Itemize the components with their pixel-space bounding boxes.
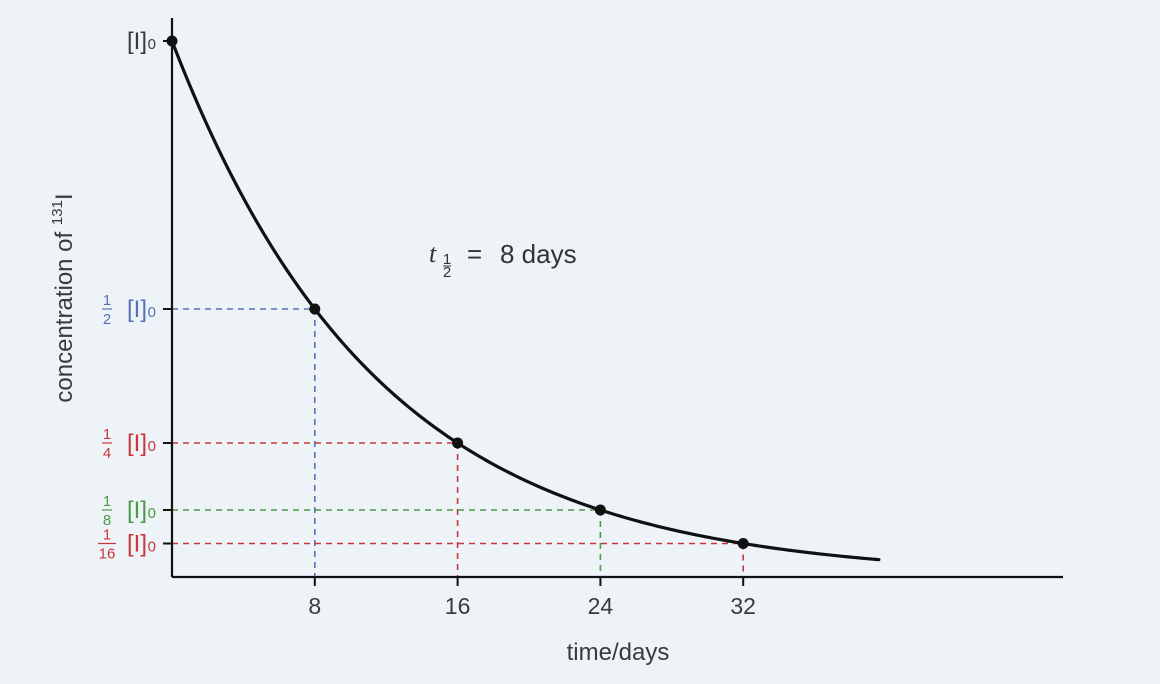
y-tick-bracket-4: [I] bbox=[127, 531, 147, 558]
y-tick-bracket-2: [I] bbox=[127, 430, 147, 457]
half-life-var: t bbox=[429, 239, 437, 268]
y-tick-frac-den-4: 16 bbox=[99, 546, 116, 563]
y-tick-sub-2: 0 bbox=[148, 438, 156, 455]
y-ticks: 0[I]0[I]120[I]140[I]180[I]116 bbox=[98, 28, 172, 563]
axes bbox=[170, 18, 1063, 579]
data-points bbox=[166, 35, 749, 549]
y-tick-sub-4: 0 bbox=[148, 539, 156, 556]
y-tick-frac-num-3: 1 bbox=[103, 493, 111, 510]
y-tick-frac-den-2: 4 bbox=[103, 445, 111, 462]
y-tick-frac-den-3: 8 bbox=[103, 512, 111, 529]
y-tick-frac-num-1: 1 bbox=[103, 292, 111, 309]
x-tick-label-1: 16 bbox=[445, 593, 471, 619]
y-tick-frac-den-1: 2 bbox=[103, 311, 111, 328]
y-tick-bracket-0: [I] bbox=[127, 28, 147, 55]
guide-lines bbox=[172, 308, 745, 577]
decay-curve-line bbox=[170, 39, 881, 562]
y-tick-bracket-1: [I] bbox=[127, 296, 147, 323]
y-axis-title-prefix: concentration of bbox=[51, 225, 78, 402]
x-axis-title: time/days bbox=[567, 639, 670, 666]
y-tick-frac-num-2: 1 bbox=[103, 426, 111, 443]
y-tick-sub-3: 0 bbox=[148, 505, 156, 522]
y-tick-frac-num-4: 1 bbox=[103, 527, 111, 544]
half-life-sub-num: 1 bbox=[443, 251, 451, 268]
x-ticks: 8 16 24 32 bbox=[308, 577, 756, 619]
y-tick-bracket-3: [I] bbox=[127, 497, 147, 524]
y-tick-sub-0: 0 bbox=[148, 36, 156, 53]
y-axis-title-sup: 131 bbox=[49, 200, 66, 225]
x-tick-label-0: 8 bbox=[308, 593, 321, 619]
data-point-1 bbox=[309, 303, 321, 315]
x-tick-label-2: 24 bbox=[588, 593, 614, 619]
y-axis-title-suffix: I bbox=[51, 193, 78, 200]
half-life-annotation: t 1 2 = 8 days bbox=[429, 239, 577, 281]
data-point-3 bbox=[594, 504, 606, 516]
y-axis-title: concentration of 131I bbox=[49, 193, 78, 402]
half-life-equals: = bbox=[467, 239, 482, 269]
y-tick-sub-1: 0 bbox=[148, 304, 156, 321]
half-life-value: 8 days bbox=[500, 239, 577, 269]
x-tick-label-3: 32 bbox=[730, 593, 756, 619]
half-life-sub-den: 2 bbox=[443, 264, 451, 281]
data-point-0 bbox=[166, 35, 178, 47]
data-point-2 bbox=[452, 437, 464, 449]
data-point-4 bbox=[737, 538, 749, 549]
